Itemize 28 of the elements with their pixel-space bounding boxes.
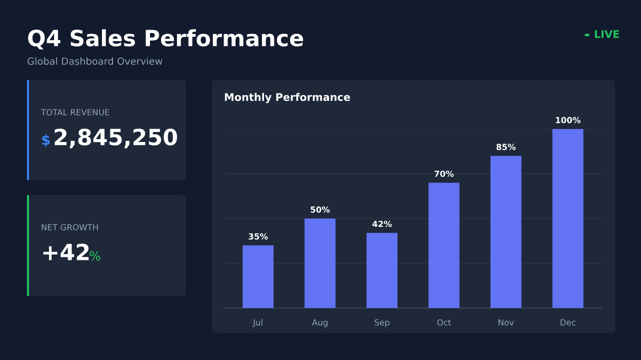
text: 50% <box>310 206 330 213</box>
x-tick-label: Oct <box>437 319 451 326</box>
chart-title: Monthly Performance <box>224 92 350 104</box>
text: % <box>90 251 100 261</box>
text: 100% <box>556 116 581 124</box>
text: LIVE <box>594 30 619 38</box>
text: 85% <box>496 144 516 150</box>
text: 2,845,250 <box>54 128 178 148</box>
x-tick-label: Dec <box>560 319 576 326</box>
bar <box>366 232 398 308</box>
bar <box>304 218 336 308</box>
text: +42 <box>43 244 89 260</box>
text: 35% <box>248 233 268 240</box>
text: 42% <box>372 220 392 228</box>
x-tick-label: Nov <box>498 319 514 326</box>
x-tick-label: Aug <box>312 319 328 328</box>
text: Q4 Sales Performance <box>28 29 304 50</box>
x-tick-label: Jul <box>252 319 262 328</box>
text: 70% <box>434 170 454 177</box>
bar <box>552 129 584 308</box>
bar <box>428 182 460 308</box>
text: TOTAL REVENUE <box>40 109 110 116</box>
text: $ <box>42 134 50 147</box>
bar <box>490 156 522 308</box>
text: Global Dashboard Overview <box>28 57 162 65</box>
x-tick-label: Sep <box>374 319 390 328</box>
bar <box>242 245 274 308</box>
text: NET GROWTH <box>42 224 98 230</box>
